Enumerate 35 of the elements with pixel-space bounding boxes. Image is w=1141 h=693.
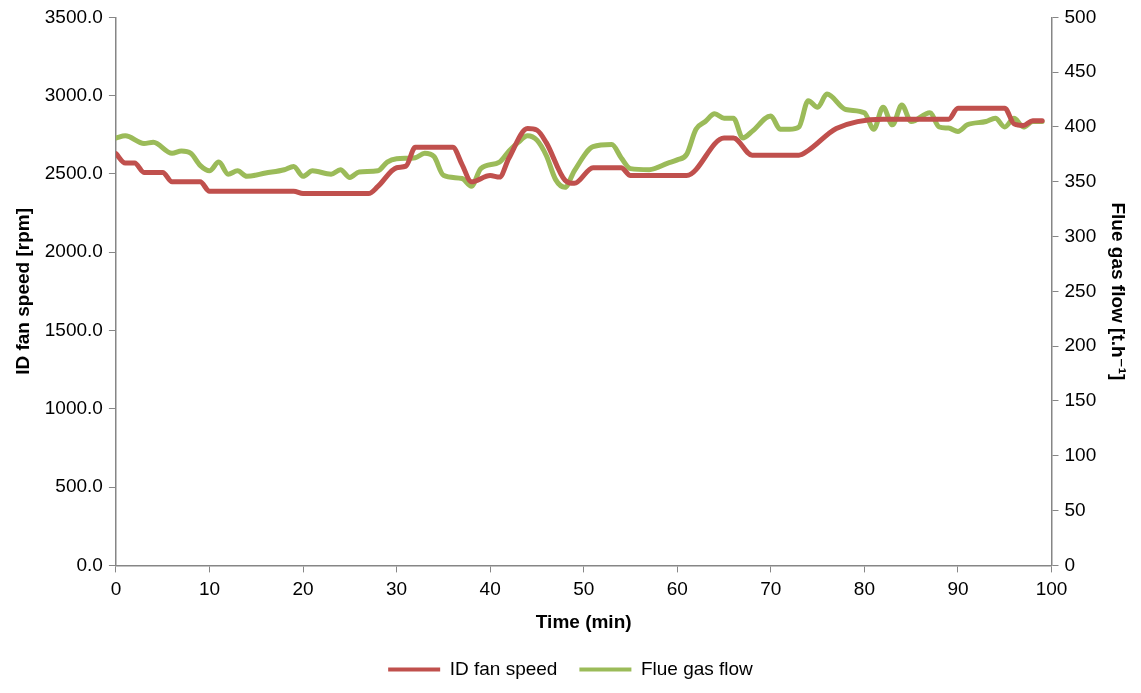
x-tick-label: 40 bbox=[479, 578, 501, 600]
x-tick-label: 100 bbox=[1035, 578, 1068, 600]
legend-label: Flue gas flow bbox=[640, 657, 754, 679]
y-tick-label: 2500.0 bbox=[44, 162, 103, 184]
y2-tick-label: 500 bbox=[1064, 5, 1097, 27]
y2-axis-title: Flue gas flow [t.h⁻¹] bbox=[1108, 202, 1130, 381]
legend-label: ID fan speed bbox=[449, 657, 558, 679]
x-tick-label: 10 bbox=[198, 578, 221, 600]
x-tick-label: 30 bbox=[386, 578, 408, 600]
x-tick-label: 60 bbox=[666, 578, 688, 600]
x-tick-label: 0 bbox=[110, 578, 122, 600]
y-tick-label: 3000.0 bbox=[44, 83, 103, 105]
y2-tick-label: 450 bbox=[1064, 60, 1097, 82]
x-tick-label: 80 bbox=[853, 578, 875, 600]
y-tick-label: 0.0 bbox=[76, 553, 103, 575]
y2-tick-label: 100 bbox=[1064, 444, 1097, 466]
y2-tick-label: 200 bbox=[1064, 334, 1097, 356]
y2-tick-label: 150 bbox=[1064, 389, 1097, 411]
y2-tick-label: 300 bbox=[1064, 224, 1097, 246]
y-tick-label: 2000.0 bbox=[44, 240, 103, 262]
y-tick-label: 1500.0 bbox=[44, 318, 103, 340]
y-tick-label: 1000.0 bbox=[44, 397, 103, 419]
x-tick-label: 90 bbox=[947, 578, 969, 600]
y2-tick-label: 350 bbox=[1064, 170, 1097, 192]
x-axis-title: Time (min) bbox=[535, 610, 632, 632]
y2-tick-label: 0 bbox=[1064, 553, 1076, 575]
y2-tick-label: 400 bbox=[1064, 115, 1097, 137]
y2-tick-label: 50 bbox=[1064, 498, 1086, 520]
y-tick-label: 3500.0 bbox=[44, 5, 103, 27]
x-tick-label: 70 bbox=[760, 578, 782, 600]
x-tick-label: 50 bbox=[573, 578, 595, 600]
y2-tick-label: 250 bbox=[1064, 279, 1097, 301]
x-tick-label: 20 bbox=[292, 578, 314, 600]
y-tick-label: 500.0 bbox=[55, 475, 103, 497]
y-axis-title: ID fan speed [rpm] bbox=[11, 207, 33, 375]
